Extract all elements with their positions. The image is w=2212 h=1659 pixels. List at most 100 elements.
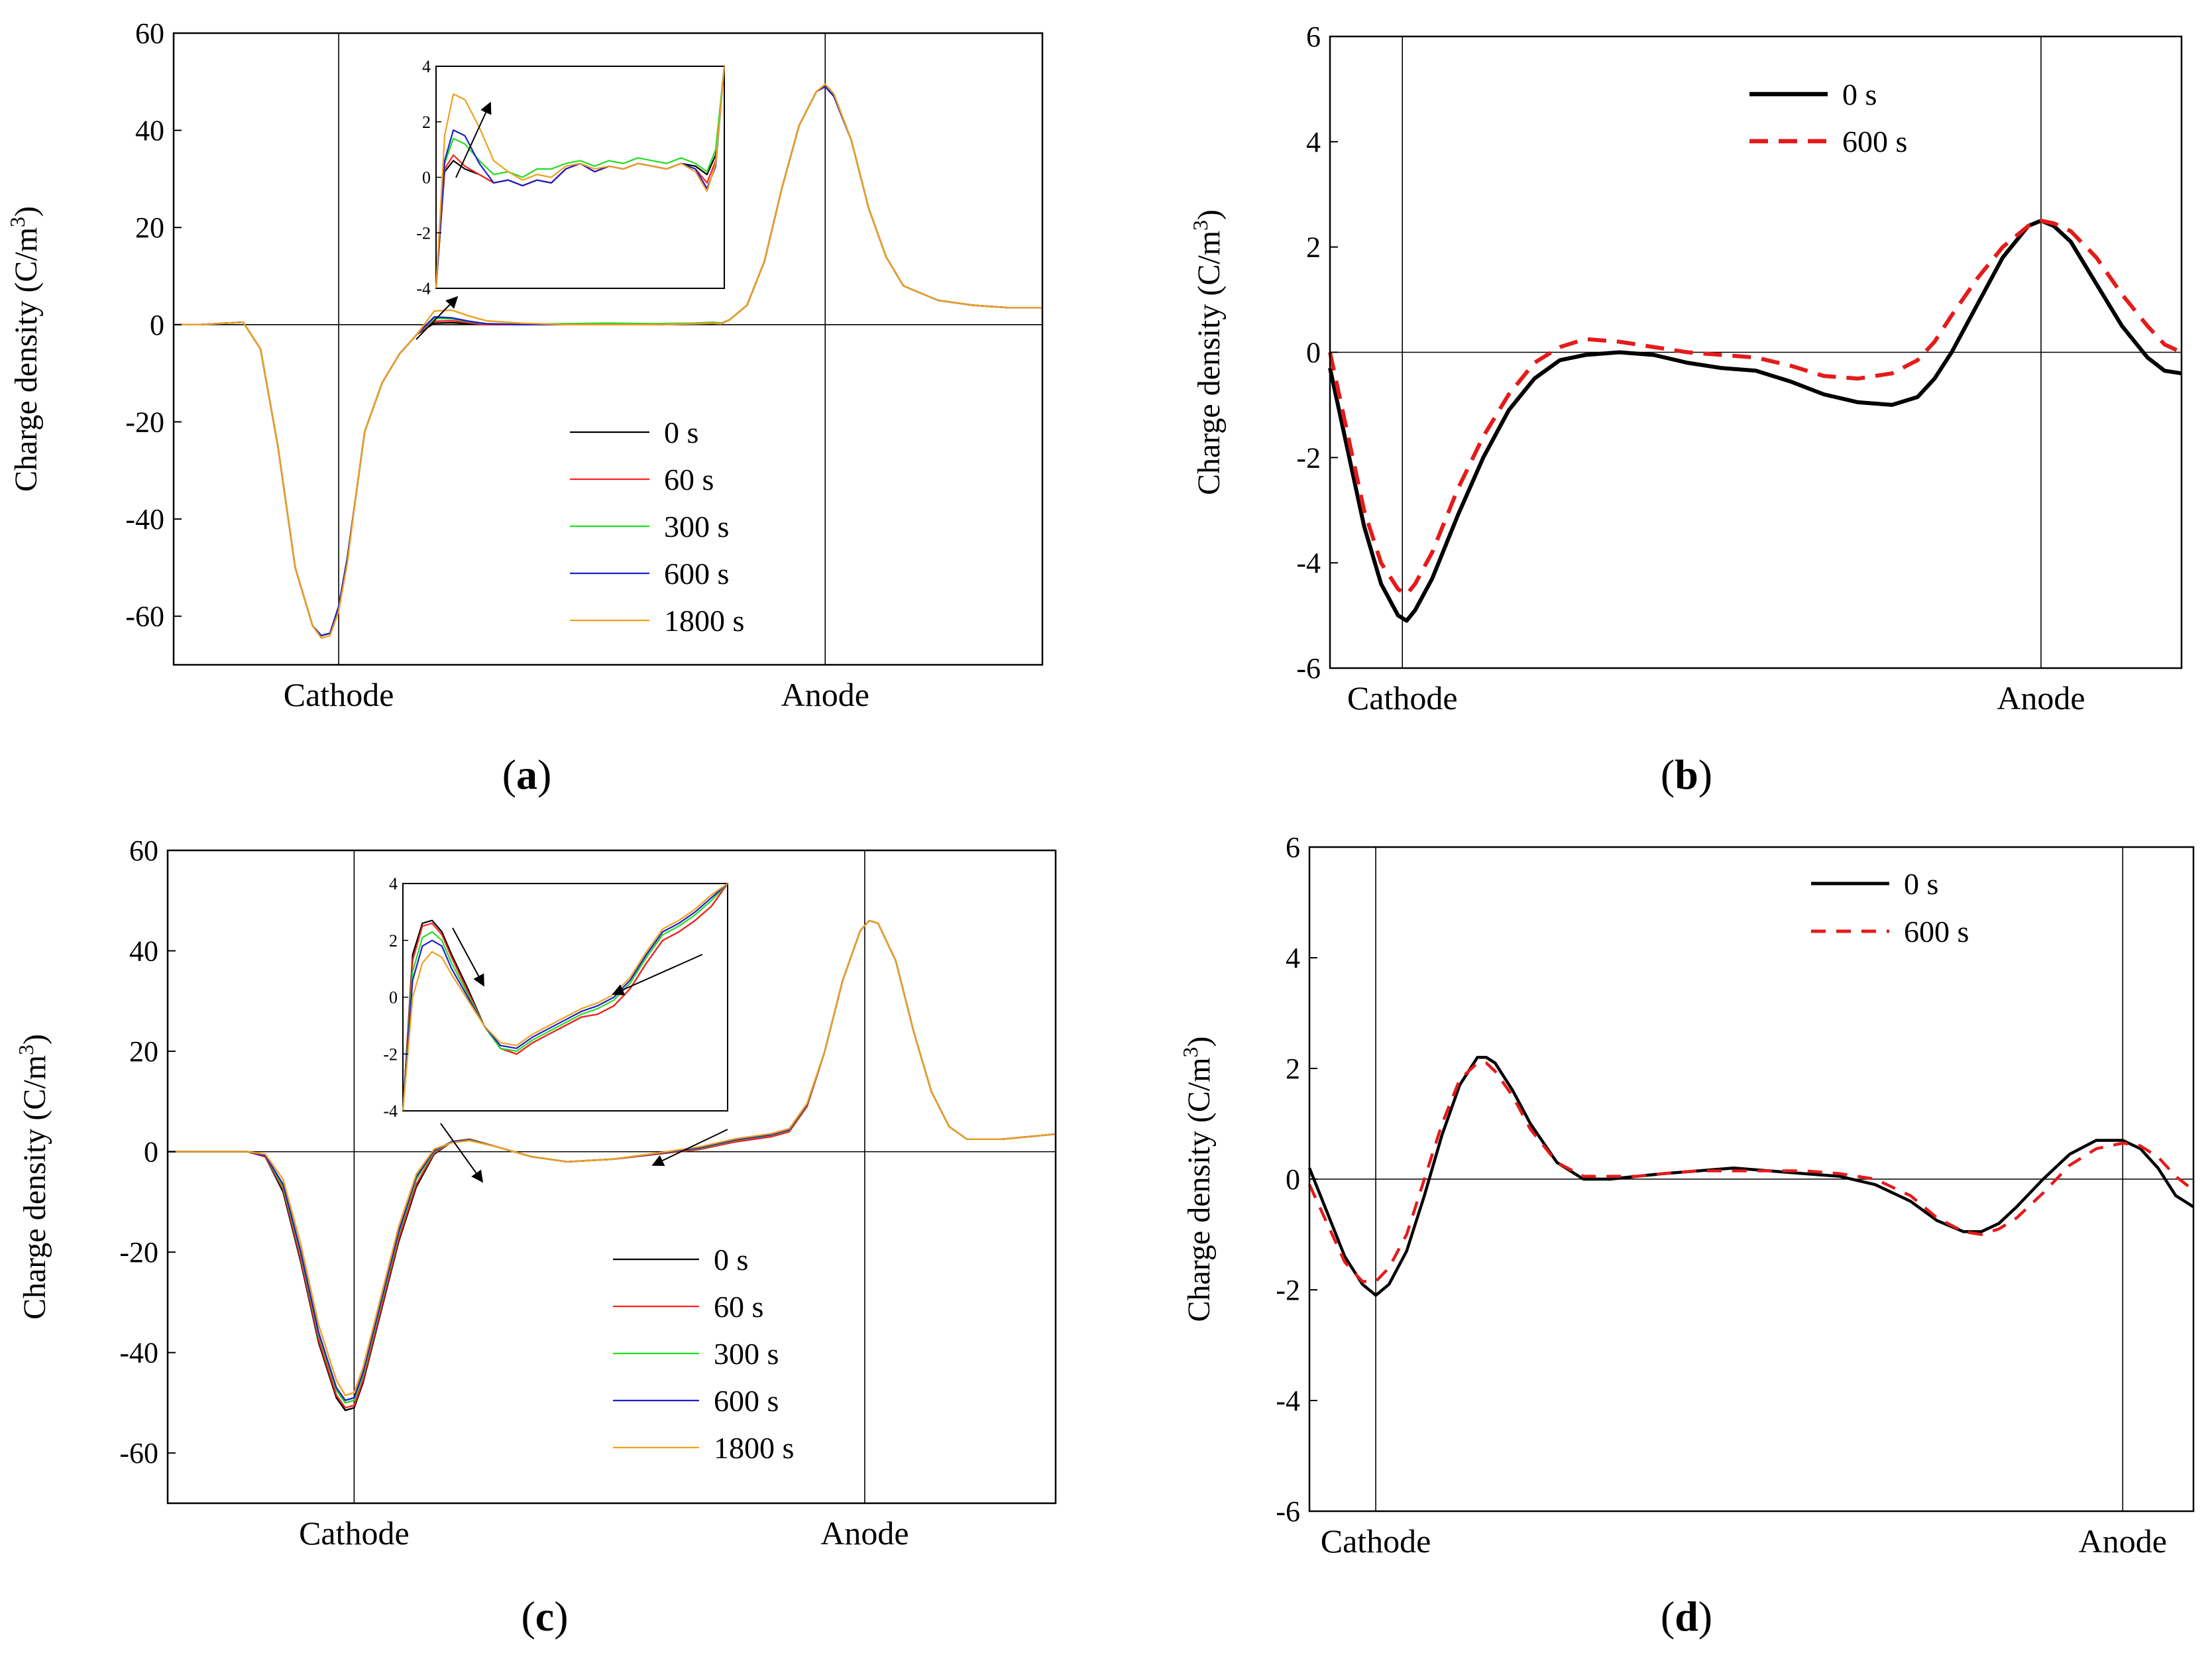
inset-tick-label: 2 xyxy=(422,113,431,132)
y-tick-label: -4 xyxy=(1296,547,1321,579)
caption-close: ) xyxy=(537,751,551,798)
caption-open: ( xyxy=(1661,1593,1675,1640)
y-axis-label-superscript: 3 xyxy=(1188,220,1212,231)
legend-label: 600 s xyxy=(664,557,729,591)
y-axis-label-superscript: 3 xyxy=(14,1045,38,1055)
electrode-label-cathode: Cathode xyxy=(284,676,394,713)
caption-open: ( xyxy=(502,751,516,798)
y-tick-label: 4 xyxy=(1306,126,1321,158)
y-tick-label: -6 xyxy=(1276,1495,1300,1528)
inset-tick-label: -2 xyxy=(383,1045,398,1064)
legend-label: 600 s xyxy=(1904,915,1969,948)
trend-arrow xyxy=(455,101,492,178)
y-axis-label-text: Charge density (C/m xyxy=(9,227,44,492)
y-tick-label: -2 xyxy=(1276,1274,1300,1306)
y-tick-label: 0 xyxy=(144,1136,158,1169)
trend-arrow xyxy=(612,954,703,996)
inset-tick-label: 0 xyxy=(389,988,398,1007)
legend-label: 1800 s xyxy=(664,604,744,638)
y-tick-label: 0 xyxy=(1286,1163,1300,1196)
y-axis-label: Charge density (C/m3) xyxy=(14,1034,52,1320)
y-tick-label: 60 xyxy=(135,17,164,50)
panel-caption: (b) xyxy=(1661,751,1712,798)
y-tick-label: 0 xyxy=(150,309,164,341)
electrode-label-cathode: Cathode xyxy=(1321,1522,1431,1560)
y-tick-label: 20 xyxy=(135,211,164,244)
caption-letter: d xyxy=(1675,1593,1698,1640)
chart-panel-b: 6 4 2 0 -2 -4 -6 Charge density (C/m3) Cathode An… xyxy=(1188,21,2183,798)
caption-letter: b xyxy=(1675,751,1698,798)
series-line-0s xyxy=(1328,219,2182,623)
trend-arrow xyxy=(452,927,484,987)
y-axis-label-text: Charge density (C/m xyxy=(17,1055,52,1320)
inset-tick-label: -2 xyxy=(416,223,431,243)
legend-label: 60 s xyxy=(714,1290,763,1324)
y-tick-label: -6 xyxy=(1296,652,1321,685)
plot-frame xyxy=(166,849,1057,1505)
y-tick-label: 4 xyxy=(1286,942,1300,974)
legend-label: 300 s xyxy=(714,1337,779,1371)
y-axis-label-end: ) xyxy=(1191,209,1227,220)
y-tick-label: -60 xyxy=(119,1437,158,1469)
inset-tick-label: 0 xyxy=(422,168,431,188)
legend-label: 60 s xyxy=(664,463,714,496)
legend-label: 1800 s xyxy=(714,1431,794,1465)
electrode-label-anode: Anode xyxy=(2079,1522,2167,1560)
legend-label: 600 s xyxy=(1842,125,1907,158)
electrode-label-cathode: Cathode xyxy=(299,1515,410,1552)
inset-tick-label: 4 xyxy=(389,874,398,893)
y-axis-label: Charge density (C/m3) xyxy=(1188,209,1227,495)
series-line-600s xyxy=(1307,1061,2195,1283)
inset-tick-label: -4 xyxy=(416,279,431,298)
series-line-0s xyxy=(1307,1056,2195,1297)
y-tick-label: -40 xyxy=(119,1337,158,1369)
y-tick-label: -4 xyxy=(1276,1385,1300,1417)
trend-arrow xyxy=(440,1123,484,1183)
panel-caption: (a) xyxy=(502,751,552,798)
panel-caption: (c) xyxy=(521,1593,568,1640)
caption-close: ) xyxy=(554,1593,568,1640)
y-tick-label: -40 xyxy=(125,503,164,536)
y-axis-label-text: Charge density (C/m xyxy=(1191,231,1227,495)
y-axis-label-superscript: 3 xyxy=(5,217,29,227)
y-tick-label: 2 xyxy=(1306,231,1321,264)
electrode-label-anode: Anode xyxy=(1997,679,2085,716)
inset-series-600s xyxy=(402,883,728,1112)
y-axis-label-superscript: 3 xyxy=(1178,1047,1202,1057)
caption-open: ( xyxy=(521,1593,535,1640)
inset-series-300s xyxy=(402,883,728,1112)
y-axis-label-end: ) xyxy=(17,1034,52,1045)
y-tick-label: 60 xyxy=(129,834,158,867)
legend-label: 0 s xyxy=(1904,867,1938,901)
inset-panel: 4 2 0 -2 -4 xyxy=(383,874,728,1121)
panel-caption: (d) xyxy=(1661,1593,1712,1640)
inset-series-1800s xyxy=(435,66,726,289)
y-axis-label-end: ) xyxy=(9,206,44,217)
series-line-600s xyxy=(1328,219,2183,597)
y-axis-label-end: ) xyxy=(1182,1036,1217,1047)
caption-letter: a xyxy=(516,751,537,798)
inset-panel: 4 2 0 -2 -4 xyxy=(416,57,726,298)
inset-frame xyxy=(402,883,728,1112)
inset-tick-label: -4 xyxy=(383,1102,398,1121)
y-tick-label: 6 xyxy=(1286,831,1300,864)
y-tick-label: 20 xyxy=(129,1035,158,1068)
caption-letter: c xyxy=(535,1593,554,1640)
y-axis-label: Charge density (C/m3) xyxy=(1178,1036,1217,1322)
y-tick-label: -60 xyxy=(125,601,164,633)
inset-tick-label: 2 xyxy=(389,931,398,950)
legend-label: 600 s xyxy=(714,1384,779,1418)
y-axis-label-text: Charge density (C/m xyxy=(1182,1057,1217,1322)
y-tick-label: 0 xyxy=(1306,337,1321,369)
inset-series-60s xyxy=(402,883,728,1112)
trend-arrow xyxy=(651,1129,728,1167)
inset-tick-label: 4 xyxy=(422,57,431,76)
y-tick-label: 2 xyxy=(1286,1053,1300,1085)
y-tick-label: -20 xyxy=(119,1236,158,1269)
caption-open: ( xyxy=(1661,751,1675,798)
electrode-label-anode: Anode xyxy=(781,676,869,713)
legend-label: 0 s xyxy=(714,1243,748,1277)
